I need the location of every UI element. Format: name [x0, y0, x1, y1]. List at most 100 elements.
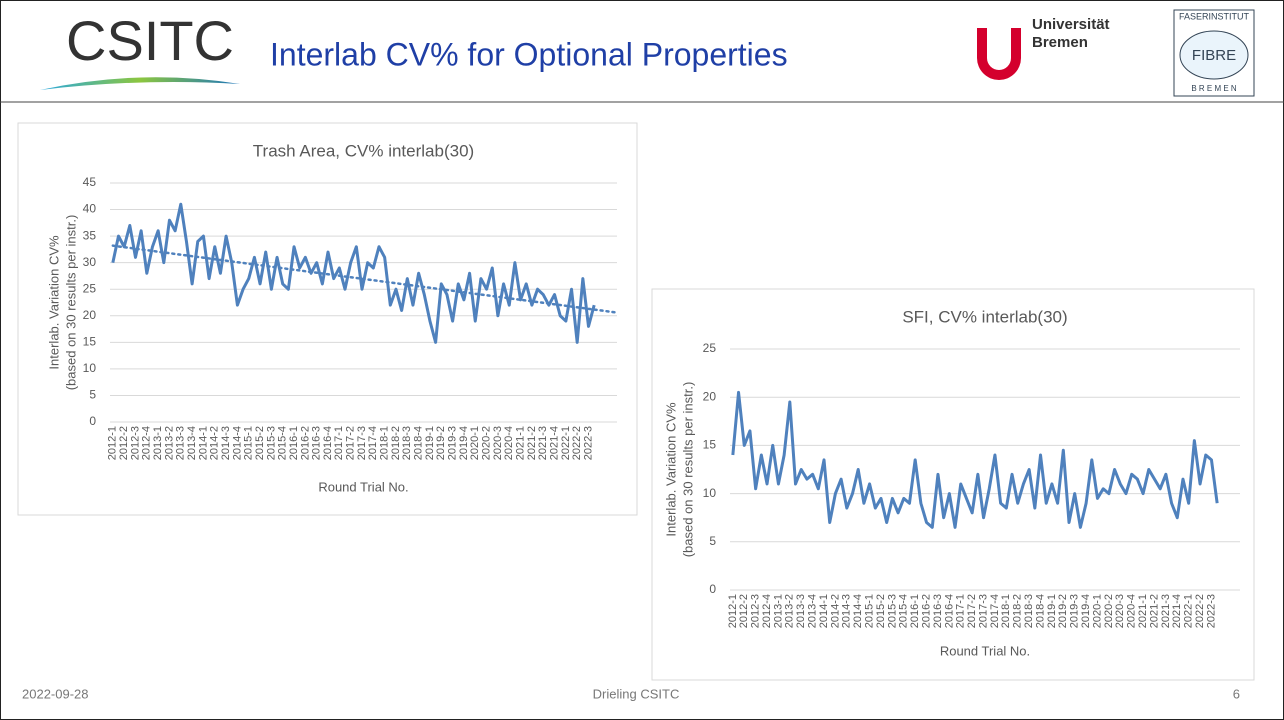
x-tick-label: 2014-4	[852, 594, 864, 628]
fibre-ring	[1179, 30, 1249, 80]
x-tick-label: 2016-1	[909, 594, 921, 628]
x-tick-label: 2013-2	[784, 594, 796, 628]
x-tick-label: 2020-4	[1126, 594, 1138, 628]
x-tick-label: 2017-4	[367, 426, 379, 460]
x-tick-label: 2013-1	[772, 594, 784, 628]
y-tick-label: 40	[83, 202, 97, 216]
uni-logo	[977, 28, 1021, 80]
x-tick-label: 2022-3	[582, 426, 594, 460]
x-tick-label: 2018-1	[379, 426, 391, 460]
x-tick-label: 2015-2	[875, 594, 887, 628]
x-tick-label: 2017-4	[989, 594, 1001, 628]
x-tick-label: 2013-2	[163, 426, 175, 460]
x-tick-label: 2020-4	[503, 426, 515, 460]
x-tick-label: 2014-2	[829, 594, 841, 628]
x-tick-label: 2015-3	[265, 426, 277, 460]
x-tick-label: 2022-2	[571, 426, 583, 460]
x-tick-label: 2020-3	[1114, 594, 1126, 628]
x-tick-label: 2016-1	[288, 426, 300, 460]
x-tick-label: 2015-3	[886, 594, 898, 628]
chart-frame	[651, 288, 1255, 681]
y-tick-label: 30	[83, 255, 97, 269]
x-tick-label: 2022-1	[1183, 594, 1195, 628]
slide-title: Interlab CV% for Optional Properties	[270, 36, 788, 72]
x-tick-label: 2021-3	[537, 426, 549, 460]
x-tick-label: 2018-4	[1034, 594, 1046, 628]
y-tick-label: 20	[83, 308, 97, 322]
uni-city: Bremen	[1032, 34, 1088, 51]
x-tick-label: 2015-1	[863, 594, 875, 628]
x-tick-label: 2020-2	[480, 426, 492, 460]
x-tick-label: 2021-2	[526, 426, 538, 460]
y-tick-label: 45	[83, 175, 97, 189]
x-tick-label: 2022-2	[1194, 594, 1206, 628]
x-tick-label: 2014-4	[231, 426, 243, 460]
x-tick-label: 2019-1	[1046, 594, 1058, 628]
x-tick-label: 2019-3	[1069, 594, 1081, 628]
x-tick-label: 2016-2	[299, 426, 311, 460]
x-tick-label: 2012-4	[141, 426, 153, 460]
x-axis-title: Round Trial No.	[318, 479, 408, 494]
x-tick-label: 2018-4	[413, 426, 425, 460]
x-tick-label: 2017-2	[966, 594, 978, 628]
y-axis-subtitle: (based on 30 results per instr.)	[63, 215, 78, 391]
x-tick-label: 2012-3	[750, 594, 762, 628]
y-tick-label: 5	[709, 534, 716, 548]
trend-line	[111, 244, 619, 314]
x-tick-label: 2019-4	[458, 426, 470, 460]
chart-title: Trash Area, CV% interlab(30)	[253, 141, 474, 160]
x-tick-label: 2012-2	[118, 426, 130, 460]
x-tick-label: 2018-2	[390, 426, 402, 460]
fibre-mid: FIBRE	[1192, 47, 1236, 64]
y-tick-label: 35	[83, 228, 97, 242]
fibre-top: FASERINSTITUT	[1179, 11, 1250, 21]
x-tick-label: 2016-4	[943, 594, 955, 628]
logo-swoosh	[40, 77, 240, 90]
x-tick-label: 2019-2	[435, 426, 447, 460]
x-tick-label: 2019-2	[1057, 594, 1069, 628]
x-tick-label: 2017-2	[345, 426, 357, 460]
data-line	[731, 390, 1219, 529]
x-tick-label: 2017-1	[333, 426, 345, 460]
x-tick-label: 2019-3	[447, 426, 459, 460]
x-tick-label: 2013-4	[807, 594, 819, 628]
x-tick-label: 2021-4	[1171, 594, 1183, 628]
y-tick-label: 25	[703, 341, 717, 355]
y-tick-label: 10	[703, 486, 717, 500]
x-tick-label: 2016-3	[932, 594, 944, 628]
x-tick-label: 2013-4	[186, 426, 198, 460]
x-tick-label: 2018-3	[401, 426, 413, 460]
x-tick-label: 2019-1	[424, 426, 436, 460]
y-tick-label: 0	[89, 414, 96, 428]
x-tick-label: 2013-3	[175, 426, 187, 460]
x-tick-label: 2019-4	[1080, 594, 1092, 628]
x-tick-label: 2021-1	[1137, 594, 1149, 628]
x-tick-label: 2016-3	[311, 426, 323, 460]
y-tick-label: 20	[703, 389, 717, 403]
x-tick-label: 2021-4	[548, 426, 560, 460]
x-tick-label: 2013-3	[795, 594, 807, 628]
x-tick-label: 2022-3	[1205, 594, 1217, 628]
x-tick-label: 2014-3	[841, 594, 853, 628]
fibre-bottom: B R E M E N	[1191, 84, 1237, 93]
x-tick-label: 2020-3	[492, 426, 504, 460]
y-tick-label: 15	[83, 335, 97, 349]
x-tick-label: 2016-2	[920, 594, 932, 628]
y-axis-title: Interlab. Variation CV%	[663, 402, 678, 537]
logo: CSITC	[66, 9, 234, 72]
footer-author: Drieling CSITC	[593, 686, 680, 701]
footer-date: 2022-09-28	[22, 686, 89, 701]
chart-frame	[17, 122, 638, 516]
x-tick-label: 2021-2	[1148, 594, 1160, 628]
x-tick-label: 2017-1	[955, 594, 967, 628]
data-line	[111, 202, 596, 344]
x-tick-label: 2016-4	[322, 426, 334, 460]
footer-page: 6	[1233, 686, 1240, 701]
x-tick-label: 2017-3	[977, 594, 989, 628]
x-tick-label: 2021-1	[514, 426, 526, 460]
x-axis-title: Round Trial No.	[940, 643, 1030, 658]
x-tick-label: 2015-4	[277, 426, 289, 460]
x-tick-label: 2022-1	[560, 426, 572, 460]
x-tick-label: 2015-4	[898, 594, 910, 628]
